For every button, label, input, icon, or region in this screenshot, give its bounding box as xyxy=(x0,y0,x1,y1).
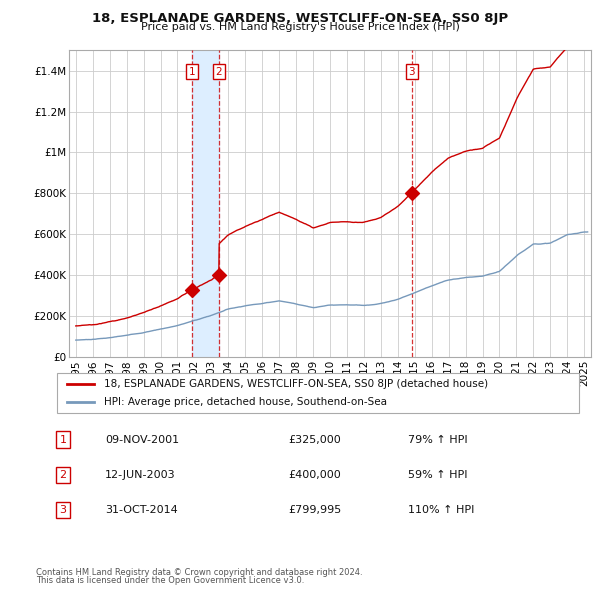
Text: 09-NOV-2001: 09-NOV-2001 xyxy=(105,435,179,444)
Text: 18, ESPLANADE GARDENS, WESTCLIFF-ON-SEA, SS0 8JP: 18, ESPLANADE GARDENS, WESTCLIFF-ON-SEA,… xyxy=(92,12,508,25)
Point xyxy=(214,270,224,280)
Text: 2: 2 xyxy=(59,470,67,480)
Text: 1: 1 xyxy=(189,67,196,77)
Text: Price paid vs. HM Land Registry's House Price Index (HPI): Price paid vs. HM Land Registry's House … xyxy=(140,22,460,32)
Text: 2: 2 xyxy=(215,67,222,77)
Text: 79% ↑ HPI: 79% ↑ HPI xyxy=(408,435,467,444)
FancyBboxPatch shape xyxy=(57,373,579,413)
Point xyxy=(187,286,197,295)
Text: £400,000: £400,000 xyxy=(288,470,341,480)
Text: 3: 3 xyxy=(59,506,67,515)
Text: £325,000: £325,000 xyxy=(288,435,341,444)
Text: Contains HM Land Registry data © Crown copyright and database right 2024.: Contains HM Land Registry data © Crown c… xyxy=(36,568,362,577)
Text: 110% ↑ HPI: 110% ↑ HPI xyxy=(408,506,475,515)
Text: 12-JUN-2003: 12-JUN-2003 xyxy=(105,470,176,480)
Text: HPI: Average price, detached house, Southend-on-Sea: HPI: Average price, detached house, Sout… xyxy=(104,397,387,407)
Text: £799,995: £799,995 xyxy=(288,506,341,515)
Text: 3: 3 xyxy=(409,67,415,77)
Text: 18, ESPLANADE GARDENS, WESTCLIFF-ON-SEA, SS0 8JP (detached house): 18, ESPLANADE GARDENS, WESTCLIFF-ON-SEA,… xyxy=(104,379,488,389)
Text: This data is licensed under the Open Government Licence v3.0.: This data is licensed under the Open Gov… xyxy=(36,576,304,585)
Bar xyxy=(192,50,219,357)
Point xyxy=(407,189,416,198)
Text: 59% ↑ HPI: 59% ↑ HPI xyxy=(408,470,467,480)
Text: 1: 1 xyxy=(59,435,67,444)
Text: 31-OCT-2014: 31-OCT-2014 xyxy=(105,506,178,515)
